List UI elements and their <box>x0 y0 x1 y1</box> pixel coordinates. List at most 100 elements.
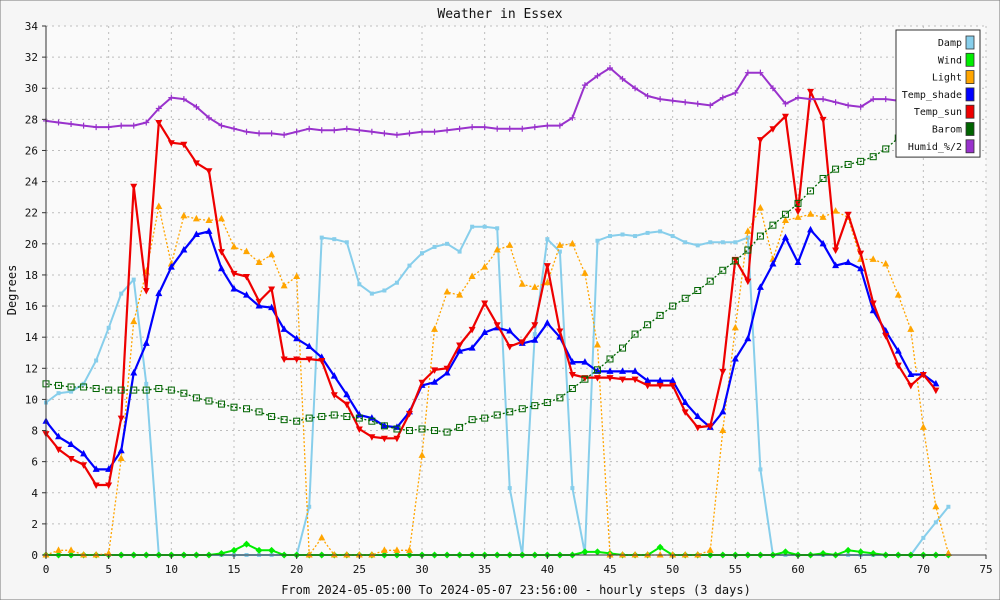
data-point-damp <box>131 277 136 282</box>
y-tick-label: 10 <box>25 393 38 406</box>
data-point-temp-sun <box>769 126 777 133</box>
data-point-barom <box>92 385 100 393</box>
data-point-light <box>944 549 952 556</box>
y-tick-label: 20 <box>25 238 38 251</box>
data-point-barom <box>781 210 789 218</box>
data-point-light <box>932 502 940 510</box>
data-point-barom <box>756 232 764 240</box>
x-tick-label: 45 <box>603 563 616 576</box>
data-point-damp <box>457 249 462 254</box>
data-point-barom <box>819 174 827 182</box>
data-point-temp-shade <box>606 367 614 374</box>
y-axis-label: Degrees <box>5 265 19 316</box>
data-point-temp-shade <box>656 376 664 384</box>
data-point-barom <box>706 277 714 285</box>
data-point-barom <box>518 405 526 413</box>
data-point-light <box>55 546 63 553</box>
data-point-temp-shade <box>192 230 200 237</box>
data-point-wind <box>593 548 601 556</box>
data-point-humid-2 <box>318 127 325 134</box>
data-point-damp <box>595 238 600 243</box>
data-point-light <box>130 317 138 325</box>
series-humid-2 <box>43 65 939 138</box>
data-point-wind <box>581 548 589 556</box>
data-point-damp <box>357 282 362 287</box>
data-point-humid-2 <box>782 100 789 107</box>
data-point-temp-shade <box>932 379 940 387</box>
data-point-temp-shade <box>380 421 388 429</box>
data-point-temp-sun <box>919 372 927 379</box>
x-tick-label: 75 <box>979 563 992 576</box>
series-temp-sun <box>42 88 940 489</box>
data-point-humid-2 <box>494 125 501 132</box>
x-tick-label: 60 <box>791 563 804 576</box>
data-point-temp-shade <box>217 264 225 272</box>
x-axis-label: From 2024-05-05:00 To 2024-05-07 23:56:0… <box>281 583 751 597</box>
data-point-light <box>819 213 827 220</box>
data-point-temp-shade <box>568 358 576 365</box>
data-point-temp-shade <box>543 319 551 326</box>
legend-label-humid-2: Humid_%/2 <box>908 142 962 153</box>
data-point-light <box>92 551 100 558</box>
data-point-temp-sun <box>293 356 301 363</box>
series-line-temp-shade <box>45 228 937 471</box>
data-point-temp-sun <box>318 358 326 365</box>
x-tick-label: 65 <box>854 563 867 576</box>
data-point-light <box>581 269 589 276</box>
legend-label-temp-sun: Temp_sun <box>914 107 962 118</box>
y-tick-label: 18 <box>25 269 38 282</box>
data-point-humid-2 <box>807 96 814 103</box>
data-point-temp-shade <box>857 264 865 272</box>
data-point-light <box>293 272 301 279</box>
x-tick-label: 25 <box>353 563 366 576</box>
data-point-humid-2 <box>143 119 150 126</box>
data-point-light <box>518 280 526 287</box>
data-point-damp <box>708 240 713 245</box>
legend-swatch-humid-2 <box>965 139 975 154</box>
data-point-barom <box>456 423 464 431</box>
data-point-humid-2 <box>130 122 137 129</box>
data-point-light <box>67 546 75 553</box>
data-point-humid-2 <box>857 103 864 110</box>
data-point-temp-shade <box>794 258 802 265</box>
data-point-damp <box>495 226 500 231</box>
data-point-light <box>493 246 501 253</box>
data-point-barom <box>794 199 802 207</box>
data-point-temp-sun <box>217 249 225 256</box>
data-point-barom <box>619 344 627 352</box>
x-tick-label: 70 <box>917 563 930 576</box>
data-point-barom <box>380 422 388 430</box>
data-point-damp <box>407 263 412 268</box>
data-point-temp-sun <box>418 379 426 387</box>
data-point-light <box>744 227 752 234</box>
y-tick-label: 34 <box>25 20 39 33</box>
x-tick-label: 55 <box>729 563 742 576</box>
chart-title: Weather in Essex <box>437 7 562 22</box>
data-point-barom <box>117 386 125 394</box>
data-point-humid-2 <box>444 127 451 134</box>
data-point-light <box>543 278 551 286</box>
data-point-temp-sun <box>669 382 677 390</box>
data-point-humid-2 <box>231 125 237 132</box>
data-point-temp-sun <box>694 424 702 432</box>
data-point-barom <box>869 153 877 161</box>
data-point-temp-shade <box>330 372 338 379</box>
data-point-light <box>832 207 840 214</box>
data-point-temp-sun <box>656 382 664 390</box>
data-point-barom <box>832 165 840 173</box>
data-point-barom <box>142 386 150 394</box>
data-point-humid-2 <box>55 119 62 126</box>
data-point-light <box>255 258 263 265</box>
y-tick-label: 0 <box>31 549 38 562</box>
data-point-damp <box>557 249 562 254</box>
data-point-light <box>719 426 727 434</box>
data-point-light <box>280 281 288 289</box>
data-point-wind <box>844 546 852 554</box>
data-point-temp-sun <box>832 247 840 255</box>
data-point-light <box>882 260 890 267</box>
data-point-temp-shade <box>481 328 489 336</box>
data-point-humid-2 <box>531 124 538 131</box>
data-point-light <box>217 214 225 222</box>
data-point-temp-shade <box>869 306 877 314</box>
